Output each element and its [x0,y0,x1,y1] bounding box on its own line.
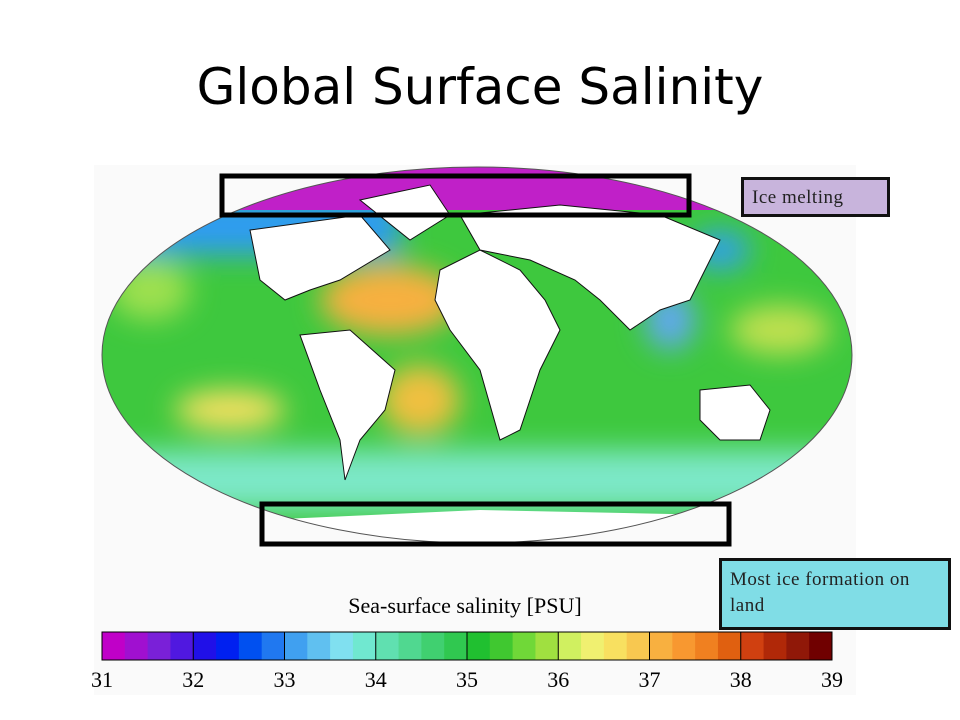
colorbar-segment [352,632,377,660]
colorbar-segment [261,632,285,660]
tick-label: 37 [639,667,661,692]
colorbar-segment [421,632,445,660]
colorbar-segment [672,632,696,660]
colorbar-segment [444,632,468,660]
colorbar-segment [786,632,810,660]
colorbar-segment [763,632,787,660]
colorbar-segment [535,632,559,660]
colorbar-segment [603,632,628,660]
highlight-box [219,173,692,218]
colorbar-segment [102,632,126,660]
colorbar-segment [398,632,422,660]
colorbar-segment [717,632,742,660]
colorbar-segment [330,632,354,660]
colorbar-segment [375,632,400,660]
colorbar-segment [489,632,514,660]
colorbar-segment [238,632,263,660]
tick-label: 31 [91,667,113,692]
colorbar-label: Sea-surface salinity [PSU] [348,593,581,618]
colorbar-segment [284,632,308,660]
colorbar-segment [216,632,240,660]
colorbar-segment [307,632,331,660]
colorbar-segment [170,632,194,660]
annotation: Most ice formation on land [719,558,951,630]
tick-label: 39 [821,667,843,692]
colorbar-segment [124,632,149,660]
colorbar-segment [809,632,833,660]
colorbar-segment [649,632,673,660]
highlight-box [259,501,732,547]
tick-label: 35 [456,667,478,692]
colorbar: 31 32 33 34 35 36 37 38 39 [91,631,843,692]
annotation: Ice melting [741,177,890,217]
colorbar-segment [581,632,605,660]
colorbar-segment [695,632,719,660]
colorbar-segment [558,632,582,660]
tick-label: 33 [274,667,296,692]
colorbar-segment [467,632,491,660]
colorbar-segment [147,632,171,660]
colorbar-segment [512,632,536,660]
tick-label: 32 [182,667,204,692]
colorbar-segment [193,632,217,660]
tick-label: 38 [730,667,752,692]
colorbar-segment [626,632,650,660]
colorbar-segment [740,632,765,660]
tick-label: 36 [547,667,569,692]
slide-title: Global Surface Salinity [196,58,764,116]
tick-label: 34 [365,667,387,692]
